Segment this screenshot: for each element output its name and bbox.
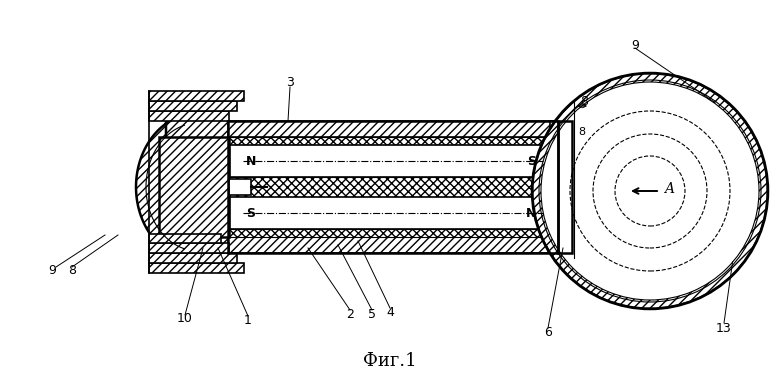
- Bar: [228, 177, 558, 197]
- Bar: [558, 121, 572, 253]
- Bar: [149, 243, 229, 253]
- Text: 10: 10: [177, 313, 193, 326]
- Text: 8: 8: [578, 127, 585, 137]
- Text: 4: 4: [386, 306, 394, 319]
- Text: 9: 9: [631, 39, 639, 51]
- Wedge shape: [533, 74, 767, 308]
- Bar: [558, 137, 572, 237]
- Bar: [228, 237, 558, 253]
- Text: 13: 13: [716, 321, 732, 334]
- Text: 2: 2: [346, 308, 354, 321]
- Bar: [149, 263, 244, 273]
- Text: N: N: [246, 154, 257, 167]
- Text: N: N: [526, 206, 536, 219]
- Text: 5: 5: [368, 308, 376, 321]
- Bar: [550, 121, 558, 129]
- Bar: [229, 179, 251, 195]
- Text: 3: 3: [286, 75, 294, 88]
- Bar: [228, 229, 558, 237]
- Polygon shape: [136, 114, 187, 260]
- Text: 1: 1: [244, 314, 252, 326]
- Circle shape: [532, 73, 768, 309]
- Text: S: S: [246, 206, 255, 219]
- Text: Фиг.1: Фиг.1: [363, 352, 417, 370]
- Bar: [228, 121, 558, 253]
- Bar: [550, 245, 558, 253]
- Polygon shape: [166, 111, 228, 263]
- Circle shape: [539, 80, 761, 302]
- Bar: [149, 253, 237, 263]
- Text: 6: 6: [544, 326, 552, 339]
- Bar: [228, 137, 558, 145]
- Bar: [230, 197, 556, 229]
- Text: 9: 9: [48, 265, 56, 278]
- Text: A: A: [664, 182, 674, 196]
- Bar: [228, 121, 558, 137]
- Bar: [159, 137, 229, 237]
- Bar: [230, 145, 556, 177]
- Text: 8: 8: [68, 265, 76, 278]
- Bar: [149, 91, 244, 101]
- Text: S: S: [527, 154, 536, 167]
- Bar: [149, 111, 229, 121]
- Bar: [149, 101, 237, 111]
- Bar: [149, 234, 221, 243]
- Text: 8: 8: [580, 95, 588, 108]
